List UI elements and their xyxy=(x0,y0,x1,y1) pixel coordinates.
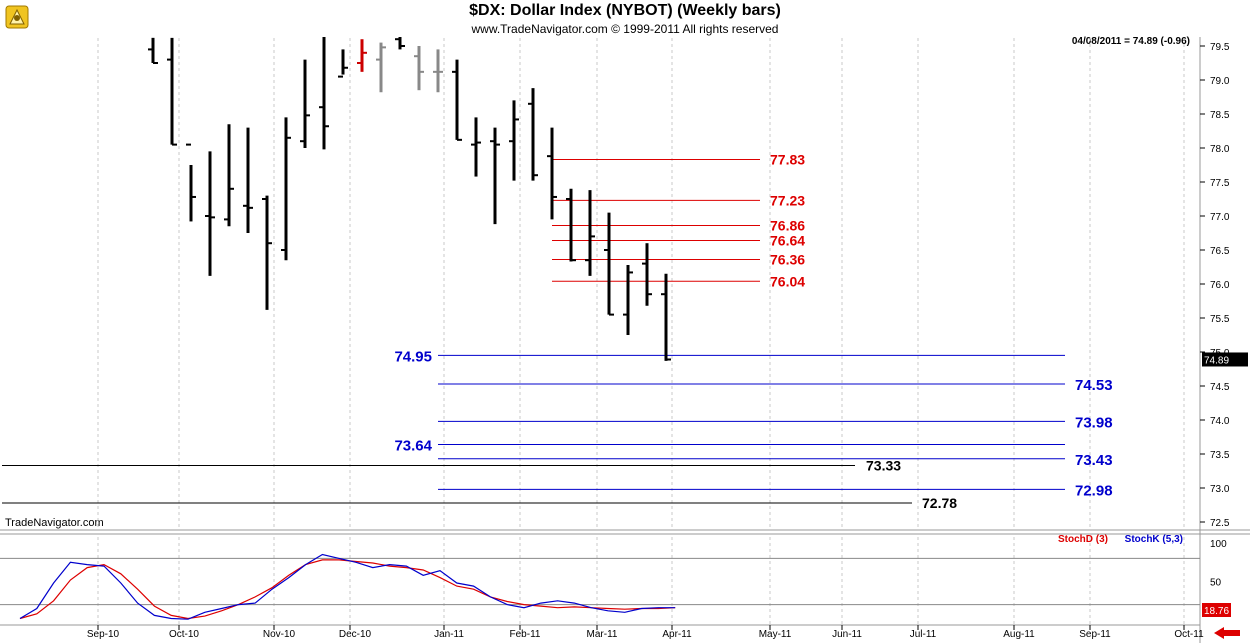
level-label: 72.98 xyxy=(1075,482,1113,499)
level-label: 73.43 xyxy=(1075,452,1113,469)
last-quote: 04/08/2011 = 74.89 (-0.96) xyxy=(1071,36,1190,47)
x-tick-label: Jan-11 xyxy=(434,629,464,640)
level-label: 73.64 xyxy=(394,437,432,454)
x-tick-label: Sep-10 xyxy=(87,629,120,640)
level-label: 76.36 xyxy=(770,252,805,268)
level-label: 73.33 xyxy=(866,458,901,474)
last-price-box xyxy=(1202,352,1248,367)
y-tick-label: 77.0 xyxy=(1210,212,1230,223)
chart-subtitle: www.TradeNavigator.com © 1999-2011 All r… xyxy=(471,22,779,36)
y-tick-label: 74.5 xyxy=(1210,382,1230,393)
trade-navigator-logo-icon xyxy=(5,5,29,29)
level-label: 76.86 xyxy=(770,218,805,234)
y-tick-label: 72.5 xyxy=(1210,518,1230,529)
y-tick-label: 74.0 xyxy=(1210,416,1230,427)
y-tick-label: 79.5 xyxy=(1210,42,1230,53)
level-label: 77.23 xyxy=(770,192,805,208)
x-tick-label: Oct-11 xyxy=(1174,629,1204,640)
legend-stochd: StochD (3) xyxy=(1058,534,1108,545)
stoch-line xyxy=(19,553,676,620)
x-tick-label: Sep-11 xyxy=(1079,629,1111,640)
y-tick-label: 75.5 xyxy=(1210,314,1230,325)
stoch-y-tick: 50 xyxy=(1210,578,1222,589)
legend-stochk: StochK (5,3) xyxy=(1125,534,1183,545)
x-tick-label: Mar-11 xyxy=(587,629,618,640)
level-label: 74.95 xyxy=(394,348,432,365)
y-tick-label: 79.0 xyxy=(1210,76,1230,87)
stoch-last-box xyxy=(1202,603,1231,617)
y-tick-label: 77.5 xyxy=(1210,178,1230,189)
chart-header: $DX: Dollar Index (NYBOT) (Weekly bars) … xyxy=(0,0,1250,37)
chart-title: $DX: Dollar Index (NYBOT) (Weekly bars) xyxy=(469,2,781,19)
x-tick-label: Aug-11 xyxy=(1003,629,1035,640)
scroll-left-arrow-icon[interactable] xyxy=(1212,626,1242,640)
level-label: 72.78 xyxy=(922,495,957,511)
level-label: 74.53 xyxy=(1075,377,1113,394)
level-label: 76.64 xyxy=(770,232,805,248)
x-tick-label: Nov-10 xyxy=(263,629,296,640)
x-tick-label: Jun-11 xyxy=(832,629,862,640)
x-tick-label: Feb-11 xyxy=(510,629,541,640)
level-label: 77.83 xyxy=(770,152,805,168)
level-label: 76.04 xyxy=(770,273,805,289)
x-tick-label: Apr-11 xyxy=(662,629,692,640)
x-tick-label: Jul-11 xyxy=(910,629,937,640)
y-tick-label: 76.5 xyxy=(1210,246,1230,257)
level-label: 73.98 xyxy=(1075,414,1113,431)
y-tick-label: 76.0 xyxy=(1210,280,1230,291)
x-tick-label: Oct-10 xyxy=(169,629,199,640)
stoch-y-tick: 100 xyxy=(1210,539,1227,550)
stoch-line xyxy=(19,559,676,620)
y-tick-label: 75.0 xyxy=(1210,348,1230,359)
x-tick-label: Dec-10 xyxy=(339,629,372,640)
y-tick-label: 73.5 xyxy=(1210,450,1230,461)
y-tick-label: 78.0 xyxy=(1210,144,1230,155)
x-tick-label: May-11 xyxy=(759,629,792,640)
stoch-last-label: 18.76 xyxy=(1204,606,1229,617)
last-price-label: 74.89 xyxy=(1204,355,1229,366)
watermark: TradeNavigator.com xyxy=(5,517,104,529)
y-tick-label: 78.5 xyxy=(1210,110,1230,121)
y-tick-label: 73.0 xyxy=(1210,484,1230,495)
